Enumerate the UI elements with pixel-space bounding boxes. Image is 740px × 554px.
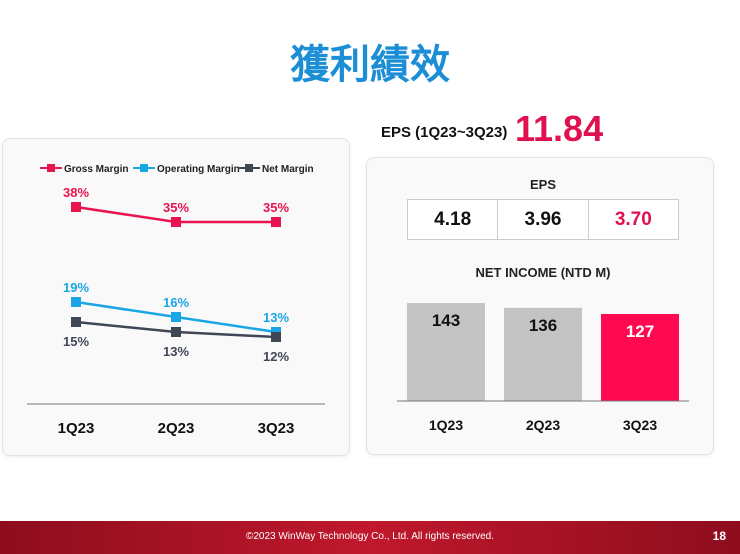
bar <box>504 307 582 401</box>
data-point <box>71 317 81 327</box>
bar-label: 136 <box>529 316 557 335</box>
bar-label: 127 <box>626 322 654 341</box>
legend-marker <box>140 164 148 172</box>
data-label: 15% <box>63 334 89 349</box>
data-label: 13% <box>163 344 189 359</box>
data-point <box>71 297 81 307</box>
data-point <box>271 217 281 227</box>
data-label: 12% <box>263 349 289 364</box>
eps-total-label: EPS (1Q23~3Q23) <box>381 124 508 141</box>
eps-table-title: EPS <box>529 177 556 192</box>
bar <box>407 303 485 401</box>
eps-total-value: 11.84 <box>515 108 604 149</box>
eps-cell: 4.18 <box>408 200 499 239</box>
bar-label: 143 <box>432 311 460 330</box>
margin-chart-panel <box>2 138 350 456</box>
data-point <box>171 327 181 337</box>
data-label: 19% <box>63 280 89 295</box>
eps-cell: 3.70 <box>614 208 652 230</box>
data-label: 13% <box>263 310 289 325</box>
x-tick-label: 3Q23 <box>258 420 295 437</box>
x-tick-label: 1Q23 <box>58 420 95 437</box>
legend-label: Net Margin <box>262 164 314 175</box>
data-point <box>171 217 181 227</box>
page-title: 獲利績效 <box>290 42 450 88</box>
page-number: 18 <box>712 529 726 543</box>
legend-marker <box>245 164 253 172</box>
data-label: 38% <box>63 185 89 200</box>
legend-label: Operating Margin <box>157 164 240 175</box>
data-point <box>271 332 281 342</box>
bar <box>601 314 679 401</box>
data-label: 16% <box>163 295 189 310</box>
net-income-title: NET INCOME (NTD M) <box>475 265 611 280</box>
bar-x-label: 1Q23 <box>429 417 463 433</box>
data-label: 35% <box>263 200 289 215</box>
data-point <box>171 312 181 322</box>
eps-table: 4.18 3.96 3.70 <box>407 199 679 240</box>
legend-marker <box>47 164 55 172</box>
data-label: 35% <box>163 200 189 215</box>
footer: ©2023 WinWay Technology Co., Ltd. All ri… <box>0 521 740 554</box>
bar-x-label: 3Q23 <box>623 417 657 433</box>
legend-label: Gross Margin <box>64 164 128 175</box>
copyright: ©2023 WinWay Technology Co., Ltd. All ri… <box>245 531 495 542</box>
bar-x-label: 2Q23 <box>526 417 560 433</box>
x-tick-label: 2Q23 <box>158 420 195 437</box>
eps-cell: 3.96 <box>498 200 589 239</box>
data-point <box>71 202 81 212</box>
